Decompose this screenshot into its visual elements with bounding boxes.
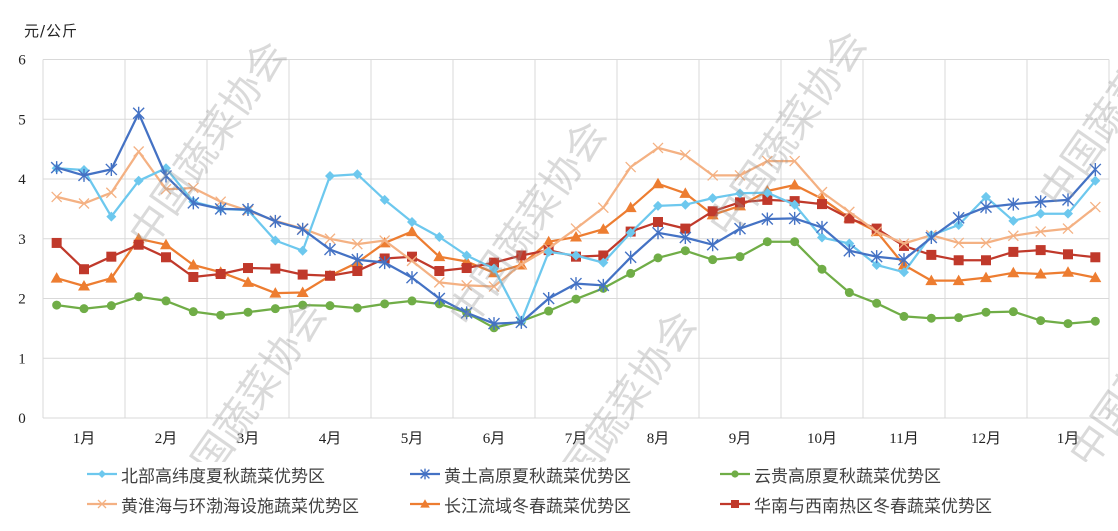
y-tick-label: 5	[18, 112, 26, 128]
legend-item: 云贵高原夏秋蔬菜优势区	[720, 462, 941, 487]
legend-item: 黄土高原夏秋蔬菜优势区	[410, 462, 631, 487]
triangle-marker-icon	[410, 499, 440, 508]
legend-item: 北部高纬度夏秋蔬菜优势区	[87, 462, 325, 487]
series-line	[51, 142, 1101, 293]
watermark-text: 中国蔬菜协会	[1031, 0, 1118, 215]
legend-label: 黄土高原夏秋蔬菜优势区	[444, 466, 631, 487]
square-marker-icon	[720, 500, 750, 508]
legend-label: 北部高纬度夏秋蔬菜优势区	[121, 466, 325, 487]
x-tick-label: 12月	[971, 431, 1001, 447]
data-series	[50, 106, 1102, 333]
y-tick-label: 3	[18, 232, 26, 248]
legend-label: 黄淮海与环渤海设施蔬菜优势区	[121, 496, 359, 517]
legend-label: 云贵高原夏秋蔬菜优势区	[754, 466, 941, 487]
x-tick-label: 3月	[237, 431, 260, 447]
x-tick-label: 1月	[73, 431, 96, 447]
legend-label: 长江流域冬春蔬菜优势区	[444, 496, 631, 517]
watermark-text: 中国蔬菜协会	[531, 303, 706, 462]
asterisk-marker-icon	[410, 468, 440, 480]
x-tick-label: 7月	[565, 431, 588, 447]
legend-item: 长江流域冬春蔬菜优势区	[410, 492, 631, 517]
x-tick-label: 10月	[807, 431, 837, 447]
diamond-marker-icon	[87, 470, 117, 478]
x-tick-label: 6月	[483, 431, 506, 447]
y-axis-ticks: 0 1 2 3 4 5 6	[18, 53, 26, 428]
x-tick-label: 5月	[401, 431, 424, 447]
x-axis-month-labels: 1月 2月 3月 4月 5月 6月 7月 8月 9月 10月 11月 12月 1月	[73, 431, 1080, 447]
y-axis-unit-label: 元/公斤	[24, 22, 79, 40]
x-tick-label: 11月	[889, 431, 918, 447]
y-tick-label: 1	[18, 351, 26, 367]
x-tick-label: 8月	[647, 431, 670, 447]
circle-marker-icon	[720, 470, 750, 478]
legend-item: 黄淮海与环渤海设施蔬菜优势区	[87, 492, 359, 517]
y-tick-label: 6	[18, 53, 26, 69]
watermark-text: 中国蔬菜协会	[161, 293, 336, 462]
legend-item: 华南与西南热区冬春蔬菜优势区	[720, 492, 992, 517]
legend: 北部高纬度夏秋蔬菜优势区 黄土高原夏秋蔬菜优势区 云贵高原夏秋蔬菜优势区黄淮海与环渤…	[0, 462, 1118, 531]
series-line	[50, 106, 1102, 331]
y-tick-label: 2	[18, 292, 26, 308]
y-tick-label: 0	[18, 411, 26, 427]
x-tick-label: 2月	[155, 431, 178, 447]
y-tick-label: 4	[18, 172, 26, 188]
x-marker-icon	[87, 499, 117, 509]
watermark-text: 中国蔬菜协会	[121, 33, 296, 255]
x-tick-label: 4月	[319, 431, 342, 447]
plot-area: 0 1 2 3 4 5 6 1月 2月 3月 4月 5月 6月 7月 8月 9月 10月 11月 12月 1月 中国…	[18, 0, 1118, 462]
x-tick-label: 1月	[1057, 431, 1080, 447]
legend-label: 华南与西南热区冬春蔬菜优势区	[754, 496, 992, 517]
x-tick-label: 9月	[729, 431, 752, 447]
